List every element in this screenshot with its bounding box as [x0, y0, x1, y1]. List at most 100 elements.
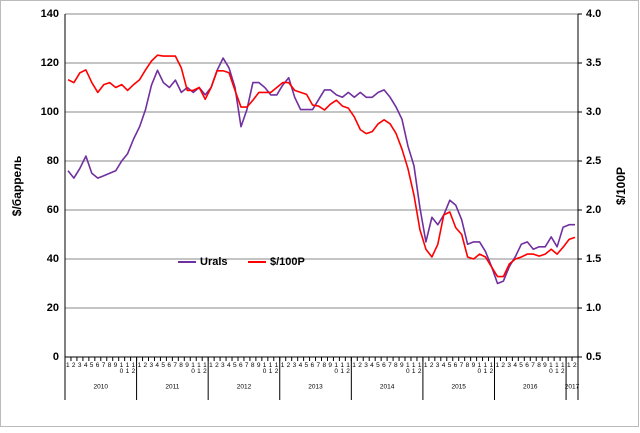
x-tick-label: 4: [512, 362, 519, 368]
x-tick-label: 9: [112, 362, 119, 368]
x-tick-label: 12: [201, 362, 208, 374]
x-tick-label: 11: [267, 362, 274, 374]
x-tick-label: 6: [524, 362, 531, 368]
year-label: 2013: [308, 384, 323, 391]
x-tick-label: 7: [530, 362, 537, 368]
x-tick-label: 11: [482, 362, 489, 374]
x-tick-label: 4: [440, 362, 447, 368]
x-tick-label: 9: [184, 362, 191, 368]
x-tick-label: 2: [213, 362, 220, 368]
x-tick-label: 4: [154, 362, 161, 368]
x-tick-label: 2: [571, 362, 578, 368]
x-tick-label: 7: [386, 362, 393, 368]
y-tick-label: 100: [41, 106, 59, 118]
x-tick-label: 2: [500, 362, 507, 368]
x-tick-label: 10: [547, 362, 554, 374]
year-label: 2011: [165, 384, 179, 391]
x-tick-label: 1: [494, 362, 501, 368]
year-label: 2016: [523, 384, 538, 391]
x-tick-label: 5: [303, 362, 310, 368]
x-tick-label: 11: [195, 362, 202, 374]
y2-tick-label: 0.5: [586, 351, 601, 363]
x-tick-label: 10: [261, 362, 268, 374]
x-tick-label: 1: [351, 362, 358, 368]
y-tick-label: 140: [41, 8, 59, 20]
year-label: 2012: [237, 384, 252, 391]
y2-tick-label: 3.5: [586, 57, 601, 69]
x-tick-label: 11: [339, 362, 346, 374]
x-tick-label: 12: [488, 362, 495, 374]
x-tick-label: 7: [315, 362, 322, 368]
x-tick-label: 3: [76, 362, 83, 368]
x-tick-label: 9: [327, 362, 334, 368]
x-tick-label: 1: [422, 362, 429, 368]
x-tick-label: 5: [446, 362, 453, 368]
x-tick-label: 8: [178, 362, 185, 368]
y-tick-label: 120: [41, 57, 59, 69]
x-tick-label: 11: [553, 362, 560, 374]
x-tick-label: 7: [243, 362, 250, 368]
x-tick-label: 8: [392, 362, 399, 368]
x-tick-label: 1: [565, 362, 572, 368]
series-line: [67, 54, 576, 278]
x-tick-label: 8: [536, 362, 543, 368]
x-tick-label: 6: [166, 362, 173, 368]
y2-axis-label: $/100Р: [614, 167, 628, 205]
x-tick-label: 2: [285, 362, 292, 368]
year-label: 2015: [451, 384, 466, 391]
x-tick-label: 1: [207, 362, 214, 368]
x-tick-label: 5: [518, 362, 525, 368]
x-tick-label: 3: [148, 362, 155, 368]
x-tick-label: 8: [249, 362, 256, 368]
x-tick-label: 11: [124, 362, 131, 374]
x-tick-label: 3: [363, 362, 370, 368]
x-tick-label: 6: [237, 362, 244, 368]
y2-tick-label: 1.0: [586, 302, 601, 314]
x-tick-label: 9: [398, 362, 405, 368]
x-tick-label: 3: [219, 362, 226, 368]
x-tick-label: 10: [190, 362, 197, 374]
legend-label: Urals: [200, 256, 228, 268]
x-tick-label: 12: [130, 362, 137, 374]
x-tick-label: 3: [434, 362, 441, 368]
y2-tick-label: 3.0: [586, 106, 601, 118]
x-tick-label: 7: [100, 362, 107, 368]
x-tick-label: 2: [70, 362, 77, 368]
x-tick-label: 10: [118, 362, 125, 374]
x-tick-label: 9: [470, 362, 477, 368]
y2-tick-label: 2.5: [586, 155, 601, 167]
x-tick-label: 1: [279, 362, 286, 368]
x-tick-label: 9: [541, 362, 548, 368]
y-tick-label: 0: [53, 351, 59, 363]
x-tick-label: 10: [404, 362, 411, 374]
x-tick-label: 7: [458, 362, 465, 368]
x-tick-label: 8: [321, 362, 328, 368]
year-label: 2014: [380, 384, 395, 391]
x-tick-label: 5: [231, 362, 238, 368]
x-tick-label: 8: [464, 362, 471, 368]
x-tick-label: 2: [357, 362, 364, 368]
x-tick-label: 4: [225, 362, 232, 368]
year-label: 2010: [94, 384, 109, 391]
x-tick-label: 1: [136, 362, 143, 368]
x-tick-label: 10: [333, 362, 340, 374]
x-tick-label: 5: [160, 362, 167, 368]
y-tick-label: 20: [47, 302, 59, 314]
y2-tick-label: 1.5: [586, 253, 601, 265]
y-tick-label: 60: [47, 204, 59, 216]
x-tick-label: 12: [345, 362, 352, 374]
x-tick-label: 12: [273, 362, 280, 374]
y-tick-label: 80: [47, 155, 59, 167]
x-tick-label: 11: [410, 362, 417, 374]
x-tick-label: 2: [142, 362, 149, 368]
x-tick-label: 3: [506, 362, 513, 368]
x-tick-label: 2: [428, 362, 435, 368]
x-tick-label: 6: [380, 362, 387, 368]
y2-tick-label: 4.0: [586, 8, 601, 20]
x-tick-label: 4: [297, 362, 304, 368]
y-axis-label: $/баррель: [10, 156, 24, 216]
x-tick-label: 12: [416, 362, 423, 374]
x-tick-label: 4: [368, 362, 375, 368]
